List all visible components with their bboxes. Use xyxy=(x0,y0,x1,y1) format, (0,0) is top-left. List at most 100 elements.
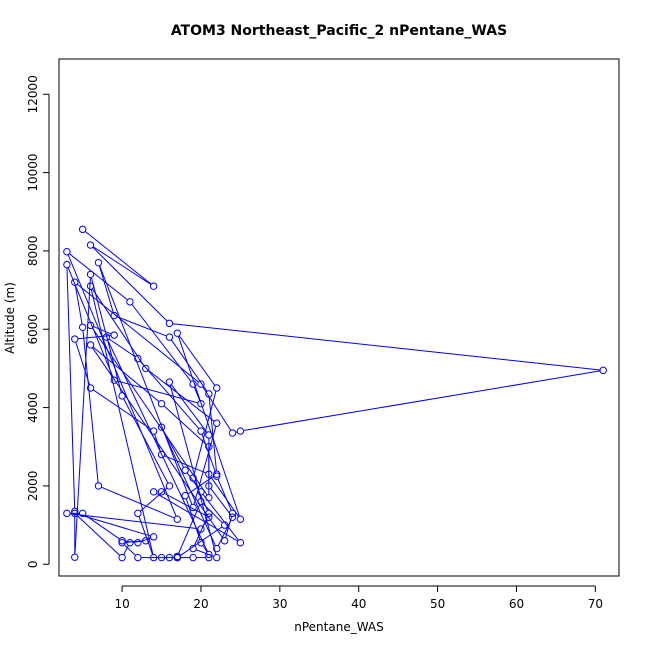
data-point xyxy=(213,419,221,427)
data-point xyxy=(599,366,607,375)
series-segment xyxy=(217,478,232,511)
series-segment xyxy=(202,545,208,553)
data-point xyxy=(197,399,205,408)
series-segment xyxy=(243,370,601,432)
plot-frame xyxy=(58,58,620,577)
data-point xyxy=(157,423,166,431)
data-point xyxy=(149,553,158,562)
series-segment xyxy=(169,385,217,555)
series-segment xyxy=(99,265,193,505)
series-segment xyxy=(70,513,198,530)
data-point xyxy=(78,323,87,331)
data-point xyxy=(197,488,205,496)
data-point xyxy=(205,390,213,398)
data-point xyxy=(220,521,229,529)
series-segment xyxy=(77,513,151,537)
data-point xyxy=(165,553,174,562)
series-segment xyxy=(170,384,208,433)
data-point xyxy=(118,392,126,400)
data-point xyxy=(134,539,142,547)
data-point xyxy=(110,331,118,339)
data-point xyxy=(86,341,95,349)
series-segment xyxy=(179,526,223,557)
series-segment xyxy=(90,277,122,393)
series-segment xyxy=(139,487,168,512)
y-tick-label: 8000 xyxy=(26,236,40,267)
data-point xyxy=(142,537,150,545)
data-point xyxy=(149,533,158,541)
series-segment xyxy=(91,288,145,367)
data-point xyxy=(94,482,103,490)
data-point xyxy=(78,509,87,518)
series-segment xyxy=(123,545,129,555)
series-segment xyxy=(92,389,152,430)
data-point xyxy=(228,513,237,521)
series-segment xyxy=(108,338,136,358)
data-point xyxy=(205,509,213,518)
data-point xyxy=(189,544,197,553)
data-point xyxy=(228,429,237,437)
y-axis-label: Altitude (m) xyxy=(3,282,17,354)
series-segment xyxy=(202,519,208,527)
series-segment xyxy=(75,341,91,386)
data-point xyxy=(118,539,126,547)
series-segment xyxy=(147,369,215,422)
data-point xyxy=(118,537,126,545)
data-point xyxy=(197,539,205,547)
data-point xyxy=(189,474,197,482)
y-tick-label: 10000 xyxy=(26,153,40,191)
data-point xyxy=(197,525,205,533)
x-tick-label: 70 xyxy=(588,597,603,611)
series-segment xyxy=(154,433,161,452)
data-point xyxy=(71,507,79,516)
series-segment xyxy=(76,515,121,556)
data-point xyxy=(181,492,189,500)
series-segment xyxy=(138,516,154,555)
series-segment xyxy=(101,486,175,519)
series-segment xyxy=(187,475,215,495)
data-point xyxy=(236,427,245,435)
series-segment xyxy=(164,492,207,517)
series-segment xyxy=(117,316,167,337)
data-point xyxy=(213,553,221,562)
data-point xyxy=(213,544,221,553)
data-point xyxy=(213,472,221,480)
data-point xyxy=(173,553,182,562)
data-point xyxy=(205,493,213,502)
data-point xyxy=(228,509,237,518)
x-tick-label: 50 xyxy=(430,597,445,611)
data-point xyxy=(134,553,142,562)
series-segment xyxy=(139,360,200,429)
data-point xyxy=(205,431,213,439)
series-segment xyxy=(124,544,136,556)
data-point xyxy=(86,321,95,330)
data-point xyxy=(165,333,174,341)
data-point xyxy=(189,503,197,512)
data-point xyxy=(94,258,103,267)
series-segment xyxy=(178,335,216,386)
data-point xyxy=(157,553,166,562)
data-point xyxy=(86,282,95,290)
series-segment xyxy=(162,429,216,546)
data-point xyxy=(63,509,71,518)
data-point xyxy=(173,515,182,523)
series-segment xyxy=(98,265,114,313)
y-axis: 0 2000 4000 6000 8000 10000 12000 xyxy=(26,75,50,568)
data-point xyxy=(197,497,205,506)
data-point xyxy=(205,443,213,451)
data-point xyxy=(189,380,197,388)
series-segment xyxy=(84,230,152,285)
series-segment xyxy=(208,397,217,472)
data-point xyxy=(149,427,158,435)
data-point xyxy=(126,539,134,547)
data-point xyxy=(213,384,221,392)
x-tick-label: 20 xyxy=(193,597,208,611)
data-point xyxy=(165,378,174,386)
series-segment xyxy=(92,246,152,285)
series-segment xyxy=(131,304,192,382)
data-point xyxy=(205,550,213,559)
data-point xyxy=(110,311,118,320)
series-segment xyxy=(172,323,601,371)
data-point xyxy=(157,488,166,496)
data-point xyxy=(126,298,134,306)
